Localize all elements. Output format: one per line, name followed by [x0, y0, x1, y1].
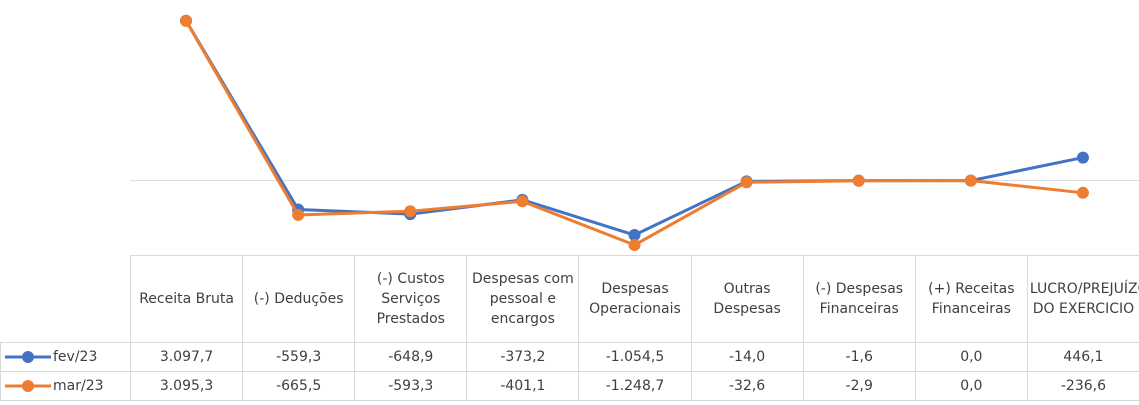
series-row: mar/23 3.095,3 -665,5 -593,3 -401,1 -1.248,7-…	[0, 371, 1139, 401]
category-label: LUCRO/PREJUÍZO DO EXERCICIO	[1026, 255, 1139, 343]
value-cell: -593,3	[354, 371, 468, 401]
category-label: Receita Bruta	[129, 255, 244, 343]
point	[740, 176, 753, 189]
legend-label: mar/23	[53, 378, 104, 394]
category-label: (+) Receitas Financeiras	[914, 255, 1028, 343]
category-label: Despesas com pessoal e encargos	[466, 255, 580, 343]
value-cell: 0,0	[914, 371, 1028, 401]
legend-marker	[22, 351, 34, 363]
series-line	[184, 19, 1084, 237]
value-cell: -1,6	[802, 342, 916, 372]
legend-entry: mar/23	[0, 371, 131, 401]
series-row: fev/23 3.097,7 -559,3 -648,9 -373,2 -1.054,5-…	[0, 342, 1139, 372]
point	[1076, 186, 1089, 199]
category-label: Outras Despesas	[690, 255, 804, 343]
category-label: (-) Custos Serviços Prestados	[354, 255, 468, 343]
legend-icon	[5, 380, 51, 392]
header-row: Receita Bruta (-) Deduções (-) Custos Serv…	[0, 255, 1139, 343]
point	[1076, 151, 1089, 164]
legend-label: fev/23	[53, 349, 98, 365]
data-table: Receita Bruta (-) Deduções (-) Custos Serv…	[0, 255, 1139, 401]
corner-cell	[0, 255, 131, 343]
point	[180, 14, 193, 27]
value-cell: -1.054,5	[578, 342, 692, 372]
point	[852, 174, 865, 187]
value-cell: -665,5	[242, 371, 356, 401]
value-cell: -648,9	[354, 342, 468, 372]
value-cell: -373,2	[466, 342, 580, 372]
value-cell: 446,1	[1026, 342, 1139, 372]
legend-icon	[5, 351, 51, 363]
value-cell: -401,1	[466, 371, 580, 401]
value-cell: -32,6	[690, 371, 804, 401]
value-cell: 0,0	[914, 342, 1028, 372]
chart	[130, 14, 1139, 252]
category-label: Despesas Operacionais	[578, 255, 692, 343]
value-cell: -2,9	[802, 371, 916, 401]
value-cell: -559,3	[242, 342, 356, 372]
point	[628, 239, 641, 252]
category-label: (-) Deduções	[242, 255, 356, 343]
point	[516, 195, 529, 208]
value-cell: -14,0	[690, 342, 804, 372]
value-cell: 3.097,7	[129, 342, 244, 372]
legend-entry: fev/23	[0, 342, 131, 372]
category-label: (-) Despesas Financeiras	[802, 255, 916, 343]
value-cell: -236,6	[1026, 371, 1139, 401]
point	[404, 205, 417, 218]
value-cell: -1.248,7	[578, 371, 692, 401]
point	[964, 174, 977, 187]
point	[628, 229, 641, 242]
legend-marker	[22, 380, 34, 392]
point	[292, 208, 305, 221]
value-cell: 3.095,3	[129, 371, 244, 401]
